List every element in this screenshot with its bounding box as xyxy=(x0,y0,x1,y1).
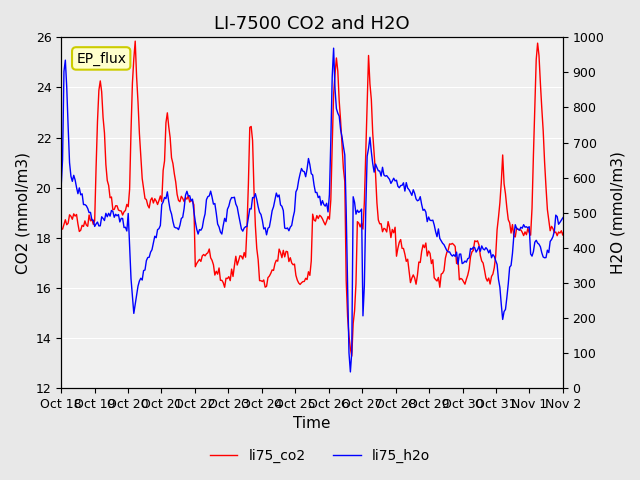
li75_h2o xyxy=(346,369,354,375)
li75_co2 xyxy=(442,255,449,261)
li75_h2o xyxy=(330,45,337,51)
li75_co2 xyxy=(76,228,83,234)
li75_co2 xyxy=(593,124,600,130)
Y-axis label: CO2 (mmol/m3): CO2 (mmol/m3) xyxy=(15,152,30,274)
Legend: li75_co2, li75_h2o: li75_co2, li75_h2o xyxy=(204,443,436,468)
li75_h2o xyxy=(593,222,600,228)
li75_co2 xyxy=(131,38,139,44)
li75_co2 xyxy=(92,165,100,170)
li75_co2 xyxy=(348,353,356,359)
li75_h2o xyxy=(58,184,65,190)
li75_h2o xyxy=(76,185,83,191)
Text: EP_flux: EP_flux xyxy=(76,51,126,65)
li75_co2 xyxy=(591,136,599,142)
li75_co2 xyxy=(334,68,342,74)
li75_h2o xyxy=(92,221,100,227)
Line: li75_co2: li75_co2 xyxy=(61,41,596,356)
li75_h2o xyxy=(442,245,449,251)
Y-axis label: H2O (mmol/m3): H2O (mmol/m3) xyxy=(610,151,625,274)
li75_h2o xyxy=(591,228,599,234)
Title: LI-7500 CO2 and H2O: LI-7500 CO2 and H2O xyxy=(214,15,410,33)
li75_h2o xyxy=(334,110,342,116)
X-axis label: Time: Time xyxy=(293,417,331,432)
Line: li75_h2o: li75_h2o xyxy=(61,48,596,372)
li75_co2 xyxy=(58,226,65,231)
li75_h2o xyxy=(521,224,529,230)
li75_co2 xyxy=(521,229,529,235)
